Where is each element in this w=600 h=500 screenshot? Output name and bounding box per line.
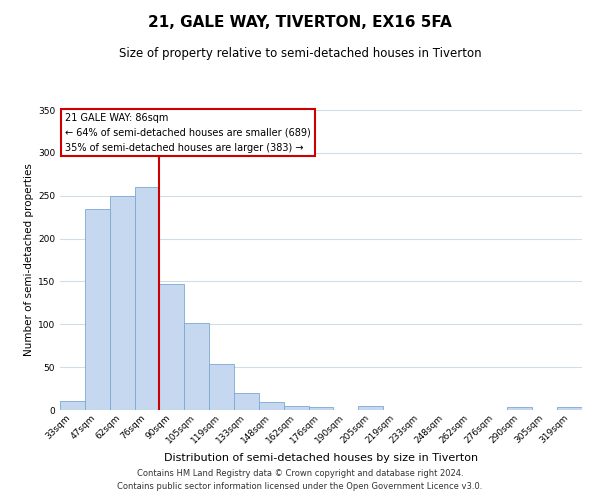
Text: Contains public sector information licensed under the Open Government Licence v3: Contains public sector information licen… <box>118 482 482 491</box>
Text: 21 GALE WAY: 86sqm
← 64% of semi-detached houses are smaller (689)
35% of semi-d: 21 GALE WAY: 86sqm ← 64% of semi-detache… <box>65 113 311 152</box>
Bar <box>209 364 234 410</box>
Text: 21, GALE WAY, TIVERTON, EX16 5FA: 21, GALE WAY, TIVERTON, EX16 5FA <box>148 15 452 30</box>
Bar <box>308 408 334 410</box>
Bar <box>259 402 284 410</box>
Bar <box>134 187 160 410</box>
Bar <box>508 408 532 410</box>
Text: Size of property relative to semi-detached houses in Tiverton: Size of property relative to semi-detach… <box>119 48 481 60</box>
Bar <box>284 406 308 410</box>
Bar <box>234 393 259 410</box>
Bar <box>557 408 582 410</box>
Bar <box>160 284 184 410</box>
Text: Contains HM Land Registry data © Crown copyright and database right 2024.: Contains HM Land Registry data © Crown c… <box>137 468 463 477</box>
Y-axis label: Number of semi-detached properties: Number of semi-detached properties <box>24 164 34 356</box>
Bar <box>358 406 383 410</box>
Bar <box>85 210 110 410</box>
Bar <box>184 324 209 410</box>
Bar <box>110 196 134 410</box>
Bar <box>60 402 85 410</box>
X-axis label: Distribution of semi-detached houses by size in Tiverton: Distribution of semi-detached houses by … <box>164 453 478 463</box>
